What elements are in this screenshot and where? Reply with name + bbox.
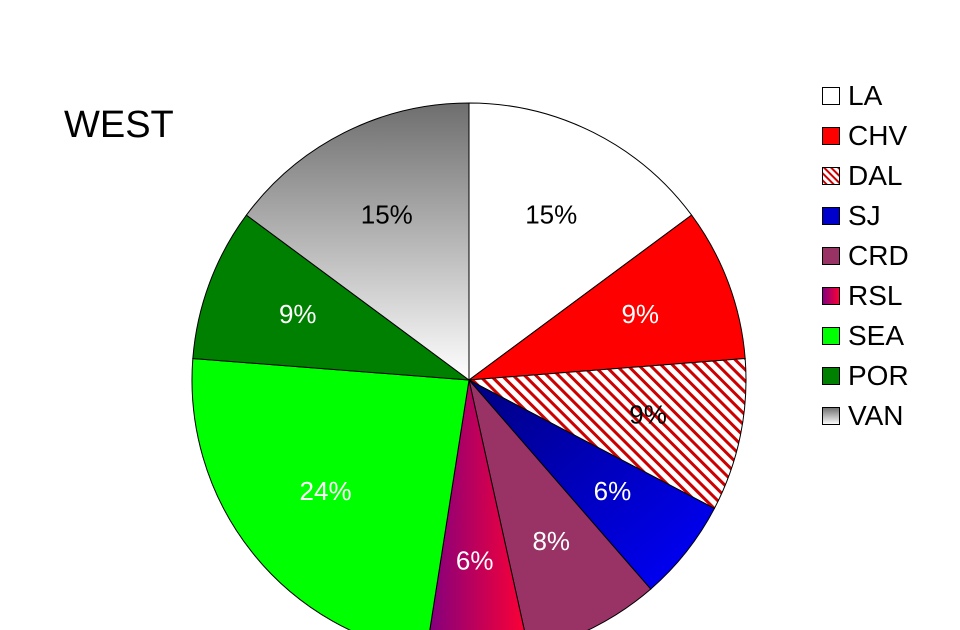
slice-label-por: 9% bbox=[279, 299, 317, 329]
slice-label-sea: 24% bbox=[300, 476, 352, 506]
legend-item-la: LA bbox=[822, 76, 909, 116]
chart-title: WEST bbox=[64, 104, 174, 146]
pie-slice-por bbox=[192, 214, 471, 381]
legend-swatch bbox=[822, 247, 840, 265]
legend: LA CHV DAL SJ CRD RSL SEA POR VAN bbox=[822, 76, 909, 436]
pie-slice-chv bbox=[467, 214, 746, 381]
legend-swatch bbox=[822, 287, 840, 305]
legend-swatch bbox=[822, 207, 840, 225]
slice-label-crd: 8% bbox=[532, 526, 570, 556]
legend-item-rsl: RSL bbox=[822, 276, 909, 316]
legend-item-chv: CHV bbox=[822, 116, 909, 156]
pie-slice-crd bbox=[468, 379, 652, 630]
slice-label-la: 15% bbox=[525, 200, 577, 230]
legend-label: SJ bbox=[848, 200, 881, 231]
legend-swatch bbox=[822, 87, 840, 105]
legend-label: CRD bbox=[848, 240, 909, 271]
legend-swatch bbox=[822, 167, 840, 185]
legend-item-van: VAN bbox=[822, 396, 909, 436]
legend-swatch bbox=[822, 327, 840, 345]
slice-label-rsl: 6% bbox=[456, 546, 494, 576]
legend-item-dal: DAL bbox=[822, 156, 909, 196]
pie-slice-rsl bbox=[429, 379, 525, 630]
pie-slice-dal bbox=[467, 357, 747, 510]
legend-label: DAL bbox=[848, 160, 903, 191]
slice-label-dal: 9% bbox=[629, 400, 667, 430]
legend-swatch bbox=[822, 367, 840, 385]
legend-label: CHV bbox=[848, 120, 908, 151]
slice-label-sj: 6% bbox=[594, 476, 632, 506]
slice-label-van: 15% bbox=[361, 200, 413, 230]
legend-label: RSL bbox=[848, 280, 903, 311]
legend-item-sea: SEA bbox=[822, 316, 909, 356]
pie-slice-van bbox=[245, 102, 470, 381]
legend-swatch bbox=[822, 407, 840, 425]
legend-label: VAN bbox=[848, 400, 904, 431]
legend-item-crd: CRD bbox=[822, 236, 909, 276]
legend-label: LA bbox=[848, 80, 883, 111]
pie-slice-sea bbox=[191, 357, 470, 630]
legend-label: POR bbox=[848, 360, 909, 391]
slice-label-chv: 9% bbox=[621, 299, 659, 329]
legend-item-sj: SJ bbox=[822, 196, 909, 236]
legend-item-por: POR bbox=[822, 356, 909, 396]
pie-slice-la bbox=[468, 102, 693, 381]
legend-swatch bbox=[822, 127, 840, 145]
legend-label: SEA bbox=[848, 320, 905, 351]
